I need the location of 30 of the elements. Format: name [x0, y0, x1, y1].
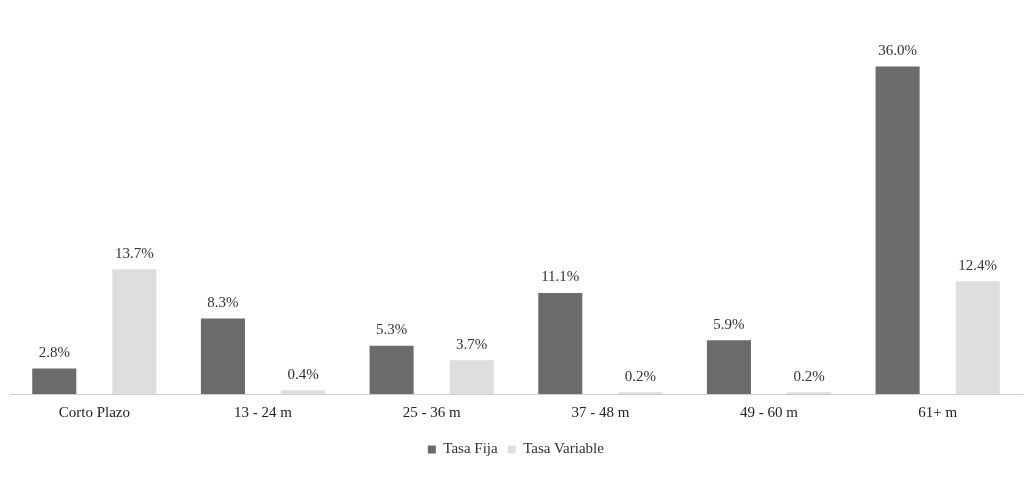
data-label: 5.3%	[375, 321, 408, 338]
data-label: 11.1%	[541, 268, 580, 285]
data-label: 0.4%	[287, 365, 319, 382]
x-tick-label: 37 - 48 m	[571, 403, 630, 420]
x-tick-label: 49 - 60 m	[740, 403, 799, 420]
legend-label: Tasa Fija	[443, 440, 499, 457]
data-label: 12.4%	[958, 256, 998, 273]
data-label: 13.7%	[115, 244, 154, 261]
x-tick-label: 25 - 36 m	[402, 403, 461, 420]
bar	[538, 292, 583, 394]
data-label: 8.3%	[207, 293, 239, 310]
x-tick-label: 61+ m	[918, 403, 958, 420]
data-label: 3.7%	[456, 335, 488, 352]
bar	[449, 360, 494, 394]
data-label: 36.0%	[878, 41, 917, 58]
data-label: 0.2%	[624, 367, 657, 384]
data-label: 5.9%	[713, 315, 745, 332]
x-tick-label: 13 - 24 m	[234, 403, 293, 420]
bar	[32, 368, 77, 394]
bar	[706, 340, 751, 394]
bar	[369, 345, 414, 394]
bar	[875, 66, 920, 394]
data-label: 0.2%	[793, 367, 825, 384]
bar	[200, 318, 245, 394]
legend-label: Tasa Variable	[523, 440, 605, 457]
data-label: 2.8%	[38, 343, 70, 360]
bar	[955, 281, 1000, 394]
x-tick-label: Corto Plazo	[58, 403, 130, 420]
bar	[112, 269, 157, 394]
bar	[281, 390, 326, 394]
